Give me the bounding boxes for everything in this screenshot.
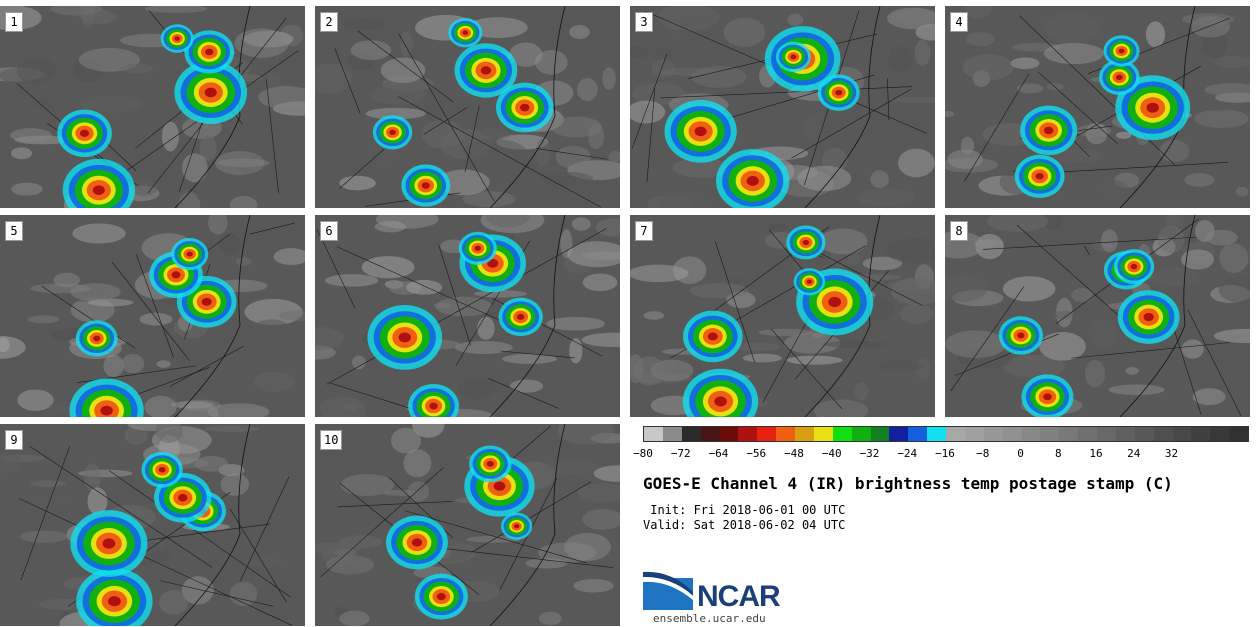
ncar-logo-text: NCAR (697, 580, 781, 613)
member-label: 7 (635, 221, 653, 241)
colorbar-swatch (738, 427, 758, 441)
colorbar-swatch (1115, 427, 1135, 441)
colorbar-swatch (681, 427, 701, 441)
colorbar-swatch (1153, 427, 1173, 441)
colorbar-tick-label: 0 (1017, 447, 1024, 460)
colorbar-swatch (1210, 427, 1230, 441)
colorbar-swatch (1078, 427, 1097, 441)
colorbar-swatch (1191, 427, 1211, 441)
member-label: 8 (950, 221, 968, 241)
colorbar-swatch (983, 427, 1003, 441)
colorbar-swatch (719, 427, 739, 441)
colorbar-swatch (1040, 427, 1060, 441)
temperature-colorbar (643, 426, 1249, 442)
ensemble-member-panel: 4 (945, 6, 1250, 208)
colorbar-tick-label: 8 (1054, 447, 1062, 460)
colorbar-tick-label: −16 (935, 447, 955, 460)
colorbar-swatch (1021, 427, 1041, 441)
member-label: 3 (635, 12, 653, 32)
ir-map (315, 424, 620, 626)
colorbar-tick-label: −40 (821, 447, 842, 460)
colorbar-tick-label: 32 (1164, 447, 1179, 460)
ir-map (945, 6, 1250, 208)
colorbar-swatch (1172, 427, 1192, 441)
ensemble-member-panel: 1 (0, 6, 305, 208)
colorbar-tick-label: −8 (976, 447, 990, 460)
colorbar-tick-label: −80 (633, 447, 653, 460)
colorbar-tick-label: 16 (1089, 447, 1103, 460)
ensemble-member-panel: 8 (945, 215, 1250, 417)
colorbar-swatch (1059, 427, 1079, 441)
colorbar-swatch (851, 427, 871, 441)
colorbar-tick-label: −48 (784, 447, 804, 460)
ensemble-member-panel: 7 (630, 215, 935, 417)
valid-time: Valid: Sat 2018-06-02 04 UTC (643, 518, 846, 532)
ensemble-member-panel: 6 (315, 215, 620, 417)
member-label: 2 (320, 12, 338, 32)
ir-map (315, 215, 620, 417)
colorbar-tick-label: −72 (670, 447, 691, 460)
colorbar-tick-label: −24 (897, 447, 918, 460)
ir-map (0, 424, 292, 626)
colorbar-swatch (1229, 427, 1248, 441)
member-label: 4 (950, 12, 968, 32)
colorbar-swatch (795, 427, 814, 441)
colorbar-swatch (1097, 427, 1116, 441)
colorbar-swatch (908, 427, 928, 441)
colorbar-swatch (644, 427, 663, 441)
colorbar-swatch (662, 427, 682, 441)
colorbar-tick-label: −64 (708, 447, 729, 460)
colorbar-swatch (813, 427, 833, 441)
member-label: 6 (320, 221, 338, 241)
colorbar-swatch (946, 427, 965, 441)
ensemble-member-panel: 3 (630, 6, 935, 208)
colorbar-tick-label: 24 (1127, 447, 1141, 460)
ensemble-member-panel: 5 (0, 215, 305, 417)
init-time: Init: Fri 2018-06-01 00 UTC (643, 503, 846, 517)
member-label: 5 (5, 221, 23, 241)
colorbar-swatch (889, 427, 909, 441)
colorbar-swatch (700, 427, 720, 441)
colorbar-swatch (1134, 427, 1154, 441)
ir-map (630, 215, 935, 417)
ensemble-member-panel: 9 (0, 424, 305, 626)
ir-map (0, 215, 305, 417)
website-link[interactable]: ensemble.ucar.edu (653, 612, 766, 625)
colorbar-swatch (832, 427, 852, 441)
member-label: 10 (320, 430, 343, 450)
colorbar-swatch (757, 427, 777, 441)
ir-map (945, 215, 1250, 417)
ir-map (315, 6, 620, 208)
ensemble-member-panel: 2 (315, 6, 620, 208)
member-label: 1 (5, 12, 23, 32)
member-label: 9 (5, 430, 23, 450)
figure-title: GOES-E Channel 4 (IR) brightness temp po… (643, 474, 1173, 493)
colorbar-swatch (964, 427, 984, 441)
colorbar-tick-label: −56 (746, 447, 767, 460)
ir-map (0, 6, 305, 208)
ncar-logo-icon (643, 571, 693, 610)
colorbar-swatch (1002, 427, 1022, 441)
ensemble-member-panel: 10 (315, 424, 620, 626)
colorbar-tick-label: −32 (859, 447, 880, 460)
colorbar-swatch (870, 427, 890, 441)
colorbar-swatch (776, 427, 795, 441)
colorbar-swatch (927, 427, 946, 441)
ir-map (630, 6, 935, 208)
